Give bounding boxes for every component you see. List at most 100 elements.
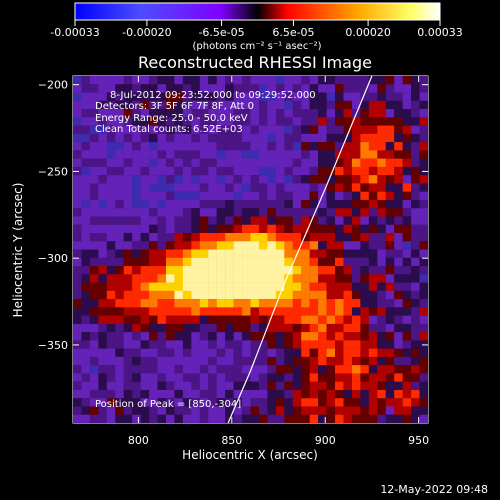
heatmap-cell <box>292 224 302 234</box>
heatmap-cell <box>191 183 200 192</box>
heatmap-cell <box>216 414 226 423</box>
heatmap-cell <box>411 84 420 93</box>
heatmap-cell <box>182 117 192 126</box>
heatmap-cell <box>292 323 302 333</box>
heatmap-cell <box>394 183 403 192</box>
heatmap-cell <box>73 84 82 93</box>
heatmap-cell <box>292 356 302 366</box>
heatmap-cell <box>343 381 353 391</box>
heatmap-cell <box>292 166 302 176</box>
heatmap-cell <box>191 100 200 110</box>
heatmap-cell <box>89 142 99 151</box>
heatmap-cell <box>292 414 302 423</box>
heatmap-cell <box>115 389 124 399</box>
heatmap-cell <box>157 414 167 423</box>
heatmap-cell <box>191 365 200 374</box>
heatmap-cell <box>335 315 344 325</box>
colorbar-tick-labels: -0.00033 -0.00020 -6.5e-05 6.5e-05 0.00020 0.… <box>50 26 462 39</box>
heatmap-cell <box>318 299 327 308</box>
heatmap-cell <box>301 150 310 159</box>
heatmap-cell <box>351 307 361 316</box>
heatmap-cell <box>174 84 184 93</box>
heatmap-cell <box>208 290 217 300</box>
heatmap-cell <box>267 307 277 316</box>
heatmap-cell <box>182 340 192 349</box>
heatmap-cell <box>419 290 428 300</box>
y-axis-ticks <box>73 84 428 346</box>
heatmap-cell <box>377 175 386 184</box>
heatmap-cell <box>132 183 141 192</box>
heatmap-cell <box>318 166 327 176</box>
heatmap-cell <box>233 307 243 316</box>
heatmap-cell <box>326 323 336 333</box>
heatmap-cell <box>368 133 378 143</box>
heatmap-cell <box>132 191 141 201</box>
heatmap-cell <box>343 76 353 85</box>
heatmap-cell <box>351 183 361 192</box>
heatmap-cell <box>326 100 336 110</box>
heatmap-cell <box>402 224 412 234</box>
heatmap-cell <box>199 92 209 101</box>
heatmap-cell <box>149 299 158 308</box>
heatmap-cell <box>402 332 412 341</box>
heatmap-cell <box>89 274 99 283</box>
heatmap-cell <box>115 100 124 110</box>
heatmap-cell <box>309 109 319 118</box>
heatmap-cell <box>98 266 108 275</box>
heatmap-cell <box>351 100 361 110</box>
heatmap-cell <box>165 307 175 316</box>
heatmap-cell <box>402 133 412 143</box>
heatmap-cell <box>216 175 226 184</box>
heatmap-cell <box>292 389 302 399</box>
heatmap-cell <box>140 92 150 101</box>
heatmap-cell <box>157 398 167 407</box>
heatmap-cell <box>284 348 293 358</box>
heatmap-cell <box>394 142 403 151</box>
heatmap-cell <box>360 109 370 118</box>
heatmap-cell <box>309 307 319 316</box>
heatmap-cell <box>284 109 293 118</box>
heatmap-cell <box>191 175 200 184</box>
heatmap-cell <box>106 348 116 358</box>
heatmap-cells <box>73 76 428 423</box>
heatmap-cell <box>233 340 243 349</box>
heatmap-cell <box>326 398 336 407</box>
heatmap-cell <box>208 199 217 209</box>
heatmap-cell <box>208 142 217 151</box>
heatmap-cell <box>326 191 336 201</box>
heatmap-cell <box>318 282 327 292</box>
heatmap-cell <box>81 150 91 159</box>
heatmap-cell <box>81 208 91 217</box>
heatmap-cell <box>343 158 353 168</box>
heatmap-cell <box>377 199 386 209</box>
heatmap-cell <box>149 92 158 101</box>
heatmap-cell <box>292 199 302 209</box>
heatmap-cell <box>149 323 158 333</box>
heatmap-cell <box>360 414 370 423</box>
heatmap-cell <box>81 332 91 341</box>
heatmap-cell <box>199 406 209 415</box>
heatmap-cell <box>394 299 403 308</box>
heatmap-cell <box>115 398 124 407</box>
heatmap-cell <box>309 406 319 415</box>
heatmap-cell <box>267 282 277 292</box>
heatmap-cell <box>284 398 293 407</box>
heatmap-cell <box>208 307 217 316</box>
heatmap-cell <box>98 142 108 151</box>
heatmap-cell <box>284 125 293 135</box>
heatmap-cell <box>258 84 268 93</box>
heatmap-cell <box>165 340 175 349</box>
heatmap-cell <box>318 76 327 85</box>
heatmap-cell <box>199 257 209 267</box>
heatmap-cell <box>258 266 268 275</box>
heatmap-cell <box>394 356 403 366</box>
heatmap-cell <box>284 224 293 234</box>
heatmap-cell <box>106 299 116 308</box>
heatmap-cell <box>258 340 268 349</box>
heatmap-cell <box>89 266 99 275</box>
heatmap-cell <box>318 183 327 192</box>
heatmap-cell <box>157 348 167 358</box>
heatmap-cell <box>216 274 226 283</box>
heatmap-cell <box>191 290 200 300</box>
heatmap-cell <box>73 348 82 358</box>
